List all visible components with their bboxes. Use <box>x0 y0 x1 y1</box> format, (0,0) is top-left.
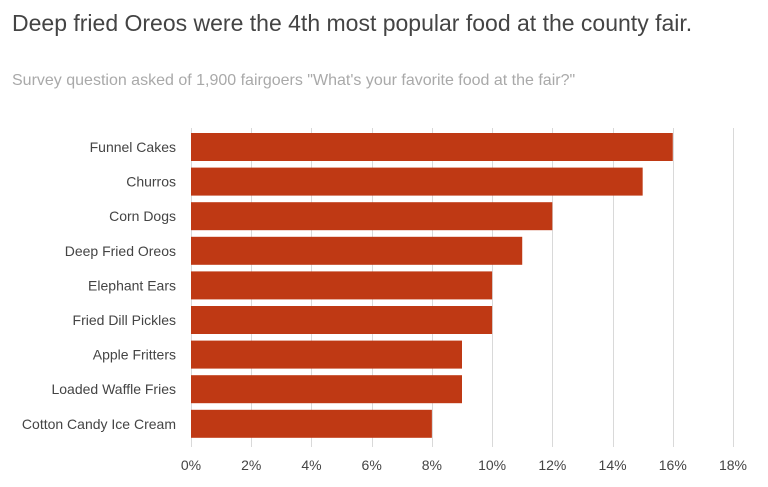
chart-subtitle: Survey question asked of 1,900 fairgoers… <box>12 72 576 89</box>
bar <box>191 202 553 231</box>
category-label: Elephant Ears <box>88 277 176 293</box>
category-label: Fried Dill Pickles <box>73 312 176 328</box>
x-tick-label: 12% <box>538 457 566 473</box>
x-tick-label: 2% <box>241 457 261 473</box>
chart-title: Deep fried Oreos were the 4th most popul… <box>12 10 693 36</box>
x-tick-label: 6% <box>362 457 382 473</box>
x-axis-tick-labels: 0% 2% 4% 6% 8% 10% 12% 14% 16% 18% <box>181 457 747 473</box>
category-label: Funnel Cakes <box>90 139 176 155</box>
x-tick-label: 14% <box>599 457 627 473</box>
category-labels: Funnel Cakes Churros Corn Dogs Deep Fried O… <box>22 139 176 432</box>
category-label: Apple Fritters <box>93 347 176 363</box>
x-tick-label: 4% <box>301 457 321 473</box>
bars <box>191 133 673 438</box>
x-tick-label: 8% <box>422 457 442 473</box>
bar <box>191 133 673 161</box>
category-label: Corn Dogs <box>109 208 176 224</box>
x-tick-label: 10% <box>478 457 506 473</box>
bar <box>191 236 523 265</box>
category-label: Cotton Candy Ice Cream <box>22 416 176 432</box>
x-tick-label: 16% <box>659 457 687 473</box>
x-tick-label: 18% <box>719 457 747 473</box>
bar <box>191 375 462 404</box>
bar <box>191 306 493 334</box>
category-label: Deep Fried Oreos <box>65 243 176 259</box>
category-label: Churros <box>126 174 176 190</box>
bar <box>191 340 462 369</box>
bar <box>191 271 493 300</box>
x-tick-label: 0% <box>181 457 201 473</box>
category-label: Loaded Waffle Fries <box>51 381 176 397</box>
bar <box>191 167 643 196</box>
bar <box>191 409 432 438</box>
